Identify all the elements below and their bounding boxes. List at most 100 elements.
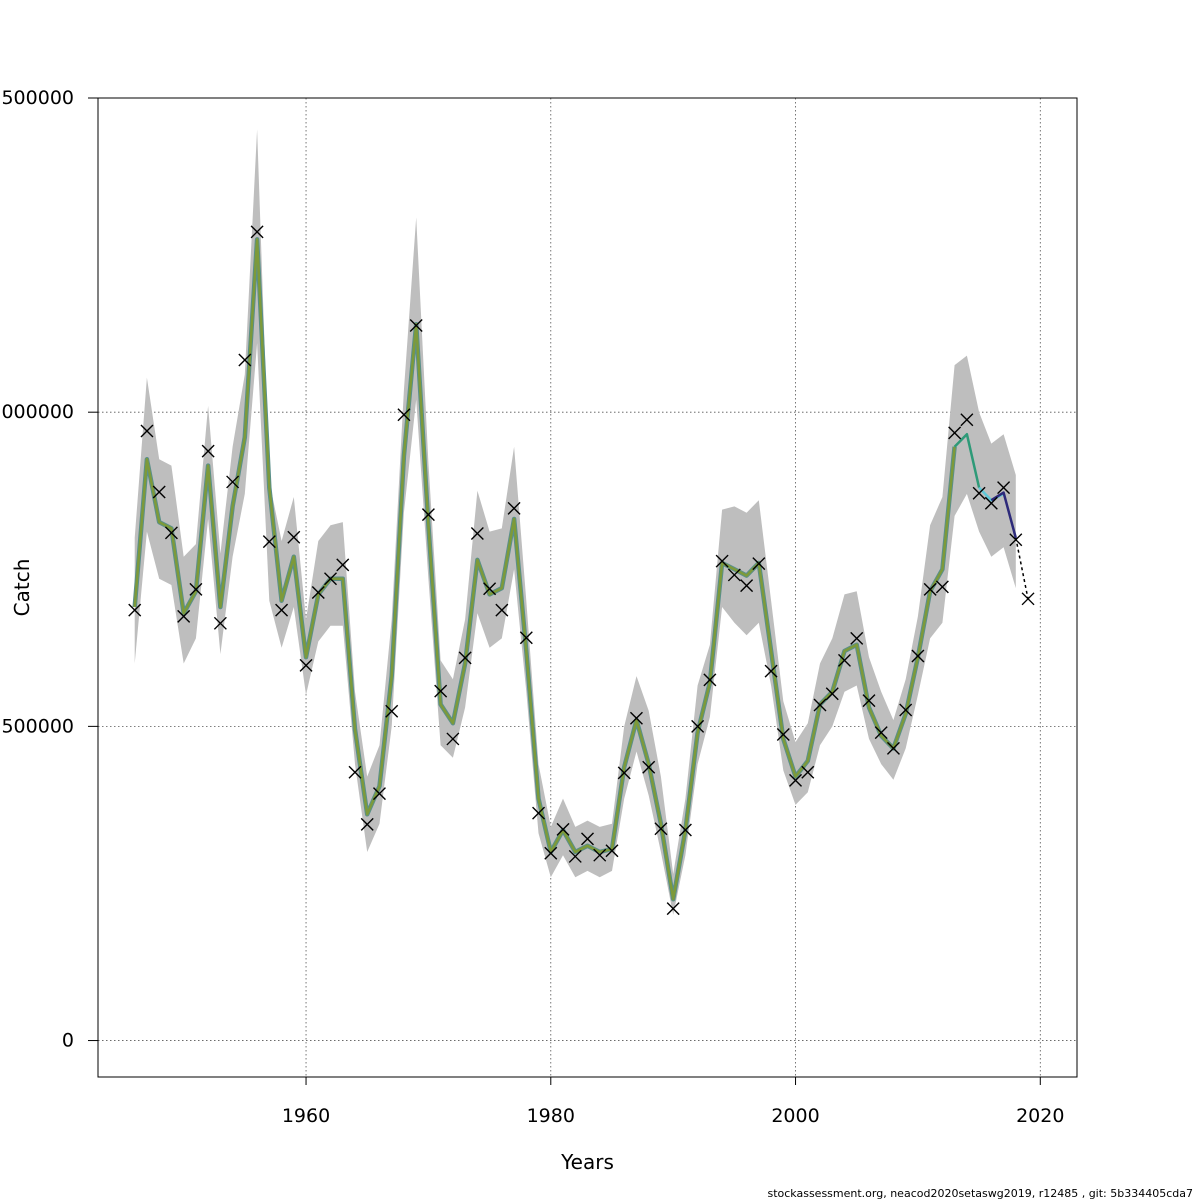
observed-cross-stroke [813,698,827,712]
observed-cross-stroke [703,673,717,687]
observed-cross-stroke [372,787,386,801]
observed-catch-point [385,704,399,718]
observed-catch-point [213,616,227,630]
observed-cross-stroke [776,728,790,742]
observed-cross-stroke [1009,533,1023,547]
observed-catch-point [997,481,1011,495]
observed-catch-point [470,526,484,540]
observed-cross-stroke [348,765,362,779]
x-tick-label: 1960 [282,1105,330,1127]
observed-cross-stroke [213,616,227,630]
recent-segment-line [953,432,981,488]
observed-cross-stroke [923,582,937,596]
observed-cross-stroke [177,609,191,623]
observed-cross-stroke [140,424,154,438]
observed-catch-point [434,684,448,698]
observed-catch-point [886,741,900,755]
observed-catch-point [238,353,252,367]
observed-catch-point [152,485,166,499]
observed-cross-stroke [128,603,142,617]
observed-catch-point [189,582,203,596]
observed-catch-point [372,787,386,801]
y-tick-label: 500000 [1,715,74,737]
observed-cross-stroke [593,848,607,862]
observed-catch-point [666,902,680,916]
observed-cross-stroke [605,844,619,858]
observed-cross-stroke [152,485,166,499]
observed-cross-stroke [752,557,766,571]
observed-cross-stroke [948,426,962,440]
observed-cross-stroke [666,902,680,916]
observed-catch-point [311,586,325,600]
observed-catch-point [605,844,619,858]
observed-catch-point [850,631,864,645]
observed-cross-stroke [850,631,864,645]
observed-cross-stroke [164,526,178,540]
observed-catch-point [703,673,717,687]
observed-points [128,225,1035,916]
observed-catch-point [642,760,656,774]
observed-catch-point [691,719,705,733]
observed-cross-stroke [421,508,435,522]
observed-catch-point [899,703,913,717]
observed-catch-point [458,651,472,665]
observed-cross-stroke [642,760,656,774]
observed-catch-point [1021,592,1035,606]
observed-catch-point [874,726,888,740]
observed-catch-point [593,848,607,862]
observed-cross-stroke [886,741,900,755]
estimated-catch-line [133,238,956,901]
observed-catch-point [789,773,803,787]
observed-catch-point [911,649,925,663]
plot-frame [97,97,1078,1078]
observed-catch-point [226,475,240,489]
observed-cross-stroke [727,568,741,582]
y-axis-title: Catch [10,559,34,617]
observed-cross-stroke [287,530,301,544]
observed-catch-point [960,413,974,427]
observed-catch-point [813,698,827,712]
observed-cross-stroke [275,603,289,617]
observed-cross-stroke [519,631,533,645]
observed-cross-stroke [470,526,484,540]
observed-cross-stroke [311,586,325,600]
observed-cross-stroke [434,684,448,698]
observed-cross-stroke [984,496,998,510]
observed-cross-stroke [678,823,692,837]
observed-catch-point [483,582,497,596]
observed-catch-point [519,631,533,645]
observed-cross-stroke [324,572,338,586]
observed-catch-point [421,508,435,522]
y-tick-label: 1000000 [0,401,74,423]
observed-cross-stroke [556,822,570,836]
observed-cross-stroke [397,408,411,422]
observed-catch-point [837,653,851,667]
observed-cross-stroke [899,703,913,717]
observed-cross-stroke [446,732,460,746]
observed-catch-point [275,603,289,617]
x-tick-label: 1980 [527,1105,575,1127]
observed-catch-point [740,579,754,593]
observed-cross-stroke [581,832,594,846]
recent-segment-line [1015,537,1029,599]
observed-cross-stroke [935,580,949,594]
observed-cross-stroke [495,603,509,617]
observed-cross-stroke [385,704,399,718]
x-tick-label: 2000 [771,1105,819,1127]
observed-cross-stroke [764,664,778,678]
observed-catch-point [201,444,215,458]
observed-catch-point [654,822,668,836]
y-tick-label: 1500000 [0,87,74,109]
observed-cross-stroke [458,651,472,665]
recent-segment-line [990,491,1018,539]
observed-cross-stroke [825,687,839,701]
observed-catch-point [164,526,178,540]
observed-catch-point [128,603,142,617]
observed-catch-point [752,557,766,571]
observed-cross-stroke [238,353,252,367]
observed-catch-point [972,486,986,500]
observed-catch-point [678,823,692,837]
observed-catch-point [262,535,276,549]
observed-cross-stroke [617,766,631,780]
